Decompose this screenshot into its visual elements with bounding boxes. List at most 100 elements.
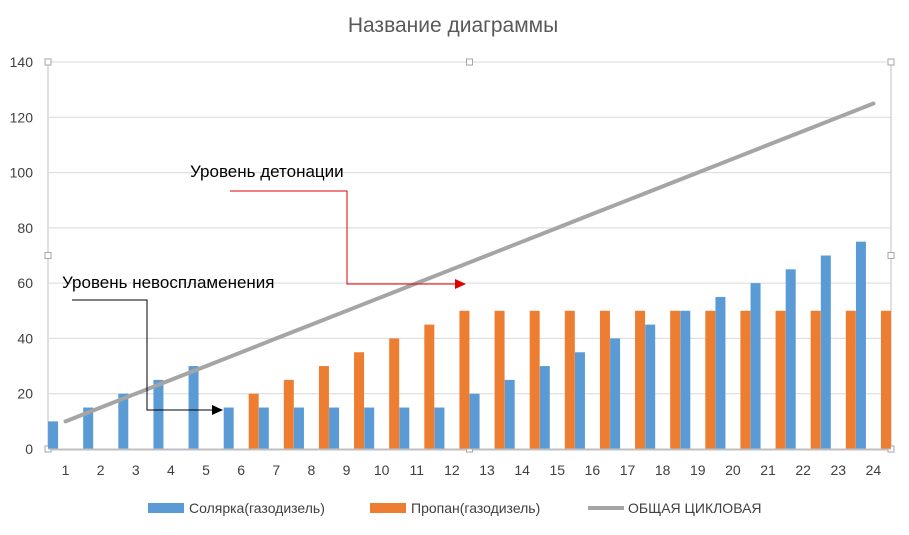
bar-diesel[interactable] <box>610 338 621 449</box>
x-tick-label: 10 <box>374 462 390 478</box>
x-tick-label: 6 <box>237 462 245 478</box>
bar-propane[interactable] <box>248 393 259 449</box>
legend-swatch-diesel <box>148 503 184 513</box>
x-tick-label: 15 <box>550 462 566 478</box>
bar-propane[interactable] <box>775 310 786 449</box>
x-tick-label: 21 <box>760 462 776 478</box>
bar-propane[interactable] <box>635 310 646 449</box>
bar-diesel[interactable] <box>715 296 726 449</box>
x-tick-label: 14 <box>514 462 530 478</box>
bar-propane[interactable] <box>880 310 891 449</box>
bar-propane[interactable] <box>740 310 751 449</box>
y-axis-ticks: 0 20 40 60 80 100 120 140 <box>10 54 34 457</box>
resize-handle[interactable] <box>44 252 52 259</box>
bar-diesel[interactable] <box>504 379 515 449</box>
x-tick-label: 17 <box>620 462 636 478</box>
y-tick-label: 120 <box>10 109 34 125</box>
bar-diesel[interactable] <box>293 407 304 449</box>
x-axis-ticks: 1 2 3 4 5 6 7 8 9 10 11 12 13 14 15 16 17 18 19 20 21 22 23 24 <box>62 462 882 478</box>
bar-propane[interactable] <box>354 352 365 449</box>
legend-swatch-propane <box>370 503 406 513</box>
bar-propane[interactable] <box>318 366 329 449</box>
x-tick-label: 4 <box>167 462 175 478</box>
y-tick-label: 100 <box>10 165 34 181</box>
x-tick-label: 9 <box>343 462 351 478</box>
bar-propane[interactable] <box>424 324 435 449</box>
y-tick-label: 20 <box>17 386 33 402</box>
bar-diesel[interactable] <box>680 310 691 449</box>
x-tick-label: 19 <box>690 462 706 478</box>
x-tick-label: 12 <box>444 462 460 478</box>
bar-propane[interactable] <box>705 310 716 449</box>
plot-area-frame[interactable] <box>47 61 892 451</box>
x-tick-label: 8 <box>308 462 316 478</box>
annotation-misfire-arrow <box>72 299 212 411</box>
annotation-detonation: Уровень детонации <box>190 162 344 181</box>
bar-diesel[interactable] <box>118 393 129 449</box>
selection-handles[interactable] <box>44 58 895 453</box>
bar-propane[interactable] <box>283 379 294 449</box>
bar-diesel[interactable] <box>750 283 761 449</box>
chart-title[interactable]: Название диаграммы <box>348 14 558 37</box>
bar-propane[interactable] <box>529 310 540 449</box>
series-line-total[interactable] <box>63 101 876 424</box>
resize-handle[interactable] <box>466 58 473 66</box>
annotation-misfire: Уровень невоспламенения <box>62 273 275 292</box>
y-tick-label: 80 <box>17 220 33 236</box>
bar-diesel[interactable] <box>645 324 656 449</box>
gridlines <box>48 61 891 395</box>
bar-propane[interactable] <box>459 310 470 449</box>
bar-diesel[interactable] <box>539 366 550 449</box>
bar-diesel[interactable] <box>83 407 94 449</box>
annotation-detonation-arrowhead <box>455 279 466 289</box>
x-tick-label: 2 <box>97 462 105 478</box>
legend-label-diesel: Солярка(газодизель) <box>189 500 325 516</box>
bar-propane[interactable] <box>564 310 575 449</box>
resize-handle[interactable] <box>887 58 895 66</box>
bar-diesel[interactable] <box>364 407 375 449</box>
bar-propane[interactable] <box>389 338 400 449</box>
x-tick-label: 5 <box>202 462 210 478</box>
x-tick-label: 11 <box>410 462 425 478</box>
bar-diesel[interactable] <box>188 366 199 449</box>
x-tick-label: 7 <box>272 462 280 478</box>
bar-diesel[interactable] <box>820 255 831 450</box>
x-tick-label: 20 <box>725 462 741 478</box>
bars-layer <box>48 241 891 450</box>
bar-diesel[interactable] <box>223 407 234 449</box>
line-layer <box>63 101 876 424</box>
bar-diesel[interactable] <box>469 393 480 449</box>
bar-diesel[interactable] <box>399 407 410 449</box>
bar-diesel[interactable] <box>153 379 164 449</box>
legend-label-propane: Пропан(газодизель) <box>411 500 540 516</box>
x-tick-label: 13 <box>479 462 495 478</box>
y-tick-label: 0 <box>25 441 33 457</box>
resize-handle[interactable] <box>887 252 895 259</box>
y-tick-label: 140 <box>10 54 34 70</box>
bar-diesel[interactable] <box>574 352 585 449</box>
x-tick-label: 1 <box>62 462 70 478</box>
bar-diesel[interactable] <box>434 407 445 449</box>
bar-diesel[interactable] <box>329 407 340 449</box>
bar-propane[interactable] <box>599 310 610 449</box>
bar-diesel[interactable] <box>855 241 866 449</box>
bar-propane[interactable] <box>670 310 681 449</box>
resize-handle[interactable] <box>44 58 52 66</box>
bar-propane[interactable] <box>845 310 856 449</box>
x-tick-label: 18 <box>655 462 671 478</box>
bar-diesel[interactable] <box>785 269 796 449</box>
annotation-misfire-arrowhead <box>212 405 223 415</box>
bar-diesel[interactable] <box>48 421 59 449</box>
annotation-detonation-arrow <box>230 190 455 285</box>
x-tick-label: 3 <box>132 462 140 478</box>
x-tick-label: 23 <box>831 462 847 478</box>
bar-propane[interactable] <box>494 310 505 449</box>
bar-propane[interactable] <box>810 310 821 449</box>
x-tick-label: 16 <box>585 462 601 478</box>
bar-diesel[interactable] <box>258 407 269 449</box>
legend[interactable]: Солярка(газодизель) Пропан(газодизель) О… <box>148 500 762 516</box>
x-tick-label: 24 <box>866 462 882 478</box>
legend-label-total: ОБЩАЯ ЦИКЛОВАЯ <box>628 500 762 516</box>
